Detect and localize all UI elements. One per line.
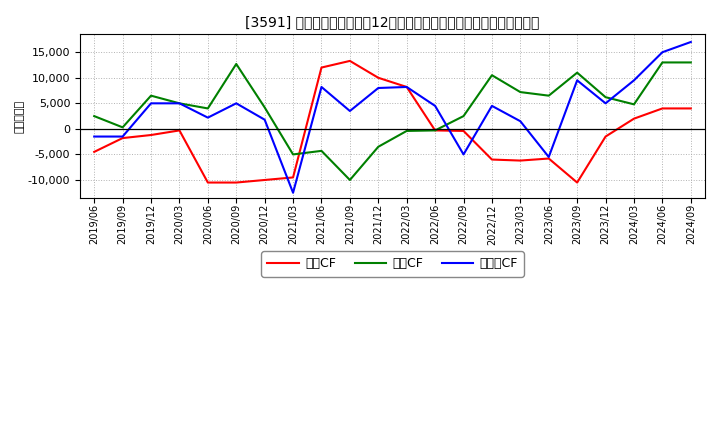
営業CF [658,106,667,111]
フリーCF [289,190,297,195]
投資CF [658,60,667,65]
営業CF [118,136,127,141]
フリーCF [658,50,667,55]
フリーCF [147,101,156,106]
営業CF [431,128,439,133]
フリーCF [487,103,496,109]
営業CF [317,65,325,70]
投資CF [487,73,496,78]
営業CF [289,175,297,180]
Line: 営業CF: 営業CF [94,61,690,183]
フリーCF [516,118,525,124]
投資CF [686,60,695,65]
営業CF [573,180,582,185]
フリーCF [90,134,99,139]
Title: [3591] キャッシュフローの12か月移動合計の対前年同期増減額の推移: [3591] キャッシュフローの12か月移動合計の対前年同期増減額の推移 [246,15,540,29]
フリーCF [232,101,240,106]
フリーCF [544,154,553,160]
投資CF [573,70,582,75]
フリーCF [601,101,610,106]
営業CF [402,84,411,90]
フリーCF [431,103,439,109]
フリーCF [261,117,269,122]
投資CF [601,95,610,100]
営業CF [374,75,382,81]
フリーCF [459,152,468,157]
投資CF [232,61,240,66]
営業CF [601,134,610,139]
投資CF [374,144,382,150]
フリーCF [374,85,382,91]
投資CF [204,106,212,111]
投資CF [90,114,99,119]
投資CF [118,125,127,130]
営業CF [630,116,639,121]
営業CF [204,180,212,185]
フリーCF [630,78,639,83]
Y-axis label: （百万円）: （百万円） [15,99,25,133]
Line: フリーCF: フリーCF [94,42,690,193]
営業CF [232,180,240,185]
Legend: 営業CF, 投資CF, フリーCF: 営業CF, 投資CF, フリーCF [261,251,524,277]
営業CF [516,158,525,163]
投資CF [147,93,156,98]
投資CF [317,148,325,154]
投資CF [431,128,439,133]
投資CF [402,128,411,134]
フリーCF [573,78,582,83]
投資CF [459,114,468,119]
投資CF [261,105,269,110]
フリーCF [686,39,695,44]
フリーCF [118,134,127,139]
フリーCF [175,101,184,106]
フリーCF [317,84,325,90]
営業CF [175,128,184,133]
営業CF [686,106,695,111]
投資CF [346,177,354,183]
投資CF [289,152,297,157]
Line: 投資CF: 投資CF [94,62,690,180]
営業CF [90,149,99,154]
フリーCF [346,108,354,114]
営業CF [147,132,156,138]
営業CF [487,157,496,162]
フリーCF [402,84,411,90]
投資CF [630,102,639,107]
投資CF [175,101,184,106]
フリーCF [204,115,212,120]
営業CF [261,177,269,183]
投資CF [516,89,525,95]
営業CF [459,128,468,134]
営業CF [346,58,354,63]
投資CF [544,93,553,98]
営業CF [544,156,553,161]
